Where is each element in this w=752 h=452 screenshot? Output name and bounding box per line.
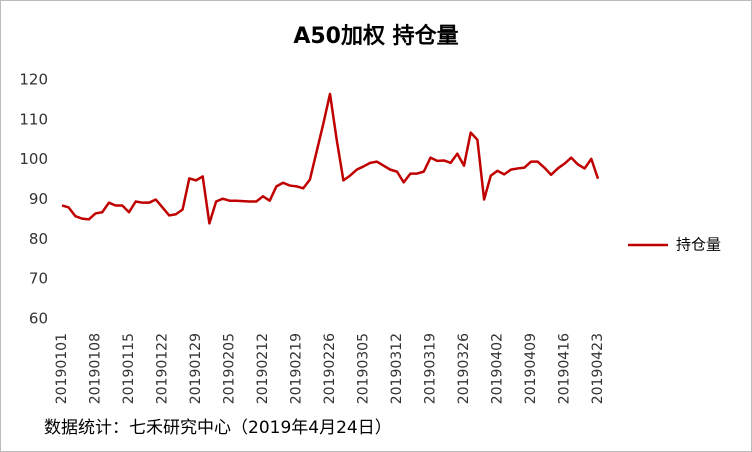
y-tick-label: 100 (19, 150, 48, 168)
x-tick-label: 20190305 (356, 333, 372, 404)
y-tick-label: 80 (29, 230, 48, 248)
x-tick-label: 20190219 (289, 333, 305, 404)
x-tick-label: 20190312 (389, 333, 405, 404)
x-tick-label: 20190416 (557, 333, 573, 404)
source-note: 数据统计：七禾研究中心（2019年4月24日） (44, 418, 392, 438)
x-tick-label: 20190423 (590, 333, 606, 404)
y-tick-label: 110 (19, 110, 48, 128)
x-tick-label: 20190108 (88, 333, 104, 404)
x-tick-label: 20190402 (490, 333, 506, 404)
x-tick-label: 20190101 (54, 333, 70, 404)
x-tick-label: 20190205 (222, 333, 238, 404)
x-tick-label: 20190326 (456, 333, 472, 404)
y-tick-label: 70 (29, 270, 48, 288)
x-tick-label: 20190319 (423, 333, 439, 404)
x-tick-label: 20190122 (155, 333, 171, 404)
x-tick-label: 20190212 (255, 333, 271, 404)
chart-title: A50加权 持仓量 (293, 23, 458, 49)
x-tick-label: 20190115 (121, 333, 137, 404)
y-tick-label: 120 (19, 71, 48, 89)
y-tick-label: 60 (29, 310, 48, 328)
legend-label: 持仓量 (676, 236, 721, 254)
x-tick-label: 20190226 (322, 333, 338, 404)
x-tick-label: 20190129 (188, 333, 204, 404)
data-line (61, 92, 600, 225)
x-tick-label: 20190409 (523, 333, 539, 404)
y-tick-label: 90 (29, 190, 48, 208)
